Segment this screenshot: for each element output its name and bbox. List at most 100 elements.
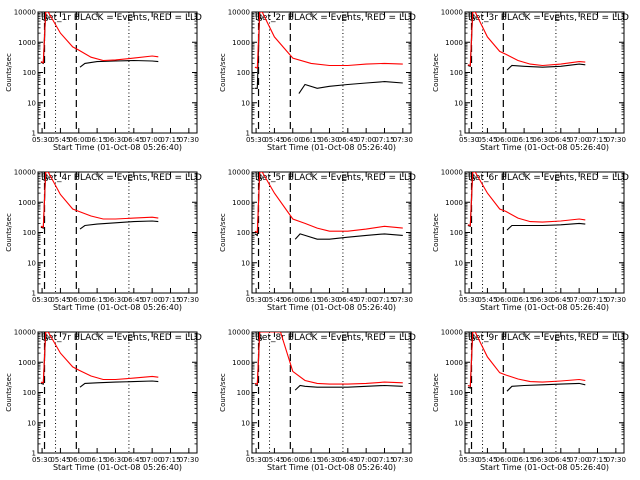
x-axis-label: Start Time (01-Oct-08 05:26:40) <box>53 463 182 472</box>
y-tick-label: 1000 <box>232 39 250 47</box>
chart-panel: Det_2r BLACK = Events, RED = LLD 1 10 100 10… <box>219 9 416 153</box>
x-axis-label: Start Time (01-Oct-08 05:26:40) <box>480 463 609 472</box>
x-tick-label: 06:45 <box>338 456 358 464</box>
x-tick-label: 06:30 <box>105 136 125 144</box>
lld-series-line <box>254 172 403 234</box>
x-tick-label: 07:15 <box>160 136 180 144</box>
x-tick-label: 07:30 <box>606 136 626 144</box>
x-tick-label: 06:30 <box>105 456 125 464</box>
panel-title: Det_6r BLACK = Events, RED = LLD <box>468 173 629 183</box>
y-tick-label: 10000 <box>441 169 463 177</box>
x-tick-label: 06:45 <box>124 136 144 144</box>
x-tick-label: 07:15 <box>374 456 394 464</box>
x-tick-label: 06:00 <box>283 296 303 304</box>
x-tick-label: 06:45 <box>551 136 571 144</box>
x-tick-label: 05:30 <box>246 136 266 144</box>
x-axis-label: Start Time (01-Oct-08 05:26:40) <box>53 143 182 152</box>
y-tick-label: 1000 <box>232 199 250 207</box>
x-tick-label: 06:30 <box>532 136 552 144</box>
chart-panel: Det_5r BLACK = Events, RED = LLD 1 10 100 10… <box>219 169 416 313</box>
chart-panel: Det_3r BLACK = Events, RED = LLD 1 10 100 10… <box>432 9 629 153</box>
lld-series-line <box>40 332 159 384</box>
x-tick-label: 06:45 <box>338 136 358 144</box>
x-tick-label: 07:30 <box>606 456 626 464</box>
x-tick-label: 07:00 <box>569 136 589 144</box>
y-tick-label: 10 <box>27 419 36 427</box>
x-tick-label: 05:30 <box>459 136 479 144</box>
y-tick-label: 100 <box>23 389 36 397</box>
marker-label: E <box>554 14 560 24</box>
y-tick-label: 100 <box>237 229 250 237</box>
x-tick-label: 07:00 <box>142 296 162 304</box>
lld-series-line <box>254 332 403 385</box>
x-tick-label: 05:45 <box>50 136 70 144</box>
x-tick-label: 05:30 <box>246 296 266 304</box>
y-tick-label: 1000 <box>18 199 36 207</box>
y-tick-label: 10000 <box>14 9 36 17</box>
x-tick-label: 06:45 <box>124 456 144 464</box>
marker-label: E <box>127 334 133 344</box>
x-tick-label: 07:30 <box>179 136 199 144</box>
lld-series-line <box>40 172 159 228</box>
x-tick-label: 06:15 <box>87 136 107 144</box>
marker-label: E <box>554 174 560 184</box>
x-tick-label: 07:00 <box>569 456 589 464</box>
y-axis-label: Counts/sec <box>5 213 13 252</box>
y-axis-label: Counts/sec <box>5 373 13 412</box>
x-tick-label: 06:30 <box>319 136 339 144</box>
y-tick-label: 10 <box>241 259 250 267</box>
x-tick-label: 07:15 <box>587 136 607 144</box>
x-axis-label: Start Time (01-Oct-08 05:26:40) <box>267 303 396 312</box>
chart-panel: Det_8r BLACK = Events, RED = LLD 1 10 100 10… <box>219 329 416 473</box>
x-tick-label: 07:00 <box>356 296 376 304</box>
x-tick-label: 06:30 <box>105 296 125 304</box>
y-tick-label: 1 <box>32 450 36 458</box>
x-axis-label: Start Time (01-Oct-08 05:26:40) <box>480 143 609 152</box>
panel-title: Det_7r BLACK = Events, RED = LLD <box>41 333 202 343</box>
y-tick-label: 100 <box>450 229 463 237</box>
panel-title: Det_2r BLACK = Events, RED = LLD <box>255 13 416 23</box>
y-tick-label: 1000 <box>445 39 463 47</box>
y-tick-label: 10000 <box>441 9 463 17</box>
y-tick-label: 100 <box>450 389 463 397</box>
y-tick-label: 1000 <box>232 359 250 367</box>
lld-series-line <box>467 172 586 227</box>
x-tick-label: 06:15 <box>301 296 321 304</box>
y-tick-label: 10000 <box>228 9 250 17</box>
x-tick-label: 05:45 <box>264 296 284 304</box>
y-tick-label: 1 <box>459 130 463 138</box>
y-tick-label: 100 <box>237 389 250 397</box>
x-tick-label: 06:00 <box>69 136 89 144</box>
y-tick-label: 1 <box>32 290 36 298</box>
x-tick-label: 07:30 <box>393 456 413 464</box>
y-tick-label: 1 <box>32 130 36 138</box>
panel-title: Det_9r BLACK = Events, RED = LLD <box>468 333 629 343</box>
y-tick-label: 100 <box>450 69 463 77</box>
x-tick-label: 06:30 <box>532 296 552 304</box>
x-tick-label: 07:30 <box>393 136 413 144</box>
x-tick-label: 05:30 <box>32 136 52 144</box>
x-tick-label: 05:45 <box>50 296 70 304</box>
x-tick-label: 06:00 <box>283 456 303 464</box>
x-tick-label: 07:30 <box>179 456 199 464</box>
x-tick-label: 05:30 <box>32 296 52 304</box>
x-tick-label: 06:45 <box>338 296 358 304</box>
marker-label: E <box>127 14 133 24</box>
x-tick-label: 07:15 <box>587 296 607 304</box>
x-axis-label: Start Time (01-Oct-08 05:26:40) <box>53 303 182 312</box>
x-axis-label: Start Time (01-Oct-08 05:26:40) <box>480 303 609 312</box>
x-tick-label: 06:15 <box>514 296 534 304</box>
x-tick-label: 05:30 <box>246 456 266 464</box>
x-tick-label: 06:15 <box>514 456 534 464</box>
x-tick-label: 05:45 <box>477 296 497 304</box>
x-tick-label: 05:45 <box>477 136 497 144</box>
x-tick-label: 07:15 <box>374 296 394 304</box>
x-tick-label: 05:45 <box>477 456 497 464</box>
plot-frame <box>464 171 625 294</box>
y-tick-label: 10000 <box>14 329 36 337</box>
x-tick-label: 07:00 <box>142 456 162 464</box>
x-tick-label: 06:00 <box>69 296 89 304</box>
y-axis-label: Counts/sec <box>219 373 227 412</box>
y-tick-label: 1000 <box>18 359 36 367</box>
x-axis-label: Start Time (01-Oct-08 05:26:40) <box>267 463 396 472</box>
